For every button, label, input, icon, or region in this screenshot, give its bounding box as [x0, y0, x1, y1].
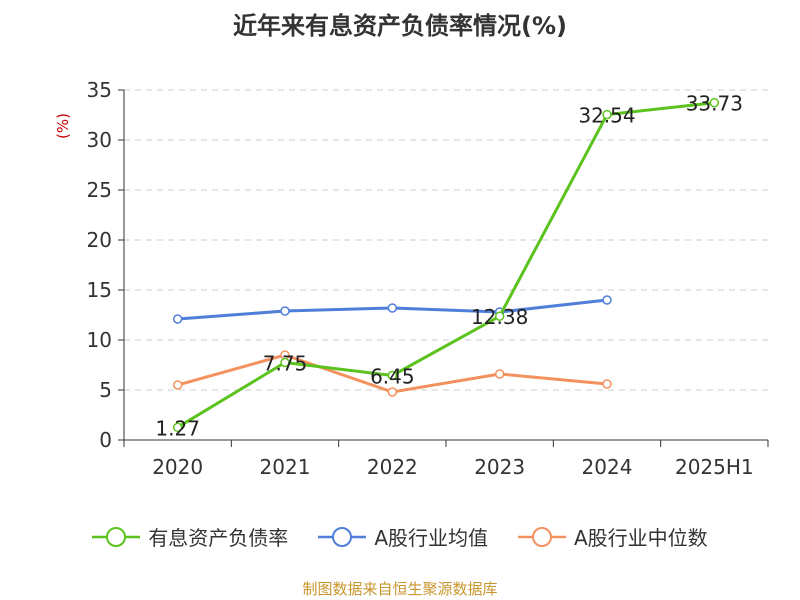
data-point	[602, 295, 612, 305]
legend-swatch-icon	[518, 526, 566, 547]
data-point	[387, 370, 398, 381]
data-point	[709, 97, 720, 108]
source-note: 制图数据来自恒生聚源数据库	[302, 580, 498, 598]
legend-label: A股行业中位数	[574, 526, 708, 550]
grid-lines	[124, 89, 768, 391]
legend-swatch-icon	[318, 526, 367, 547]
series-line	[176, 101, 715, 429]
x-tick-label: 2024	[582, 455, 633, 479]
legend-item[interactable]: A股行业中位数	[518, 522, 708, 551]
y-tick-label: 5	[99, 378, 112, 402]
y-tick-label: 20	[87, 228, 112, 252]
y-tick-label: 35	[87, 78, 112, 102]
y-tick-label: 15	[87, 278, 112, 302]
legend-label: A股行业均值	[374, 526, 488, 550]
legend-swatch-icon	[92, 526, 141, 547]
x-tick-label: 2022	[367, 455, 418, 479]
data-label: 1.27	[155, 416, 200, 440]
y-tick-label: 25	[87, 178, 112, 202]
data-point	[602, 109, 612, 120]
data-label: 12.38	[471, 305, 528, 329]
data-point	[494, 369, 505, 379]
legend-label: 有息资产负债率	[148, 526, 289, 550]
data-point	[387, 303, 398, 313]
x-tick-label: 2025H1	[675, 455, 754, 479]
x-tick-label: 2021	[260, 455, 311, 479]
data-point	[387, 387, 398, 397]
data-point	[494, 311, 505, 321]
data-point	[172, 422, 183, 433]
data-label: 6.45	[370, 365, 415, 389]
series-lines	[172, 97, 720, 433]
axes: 0 5 10 15 20 25 30 35 2020 2021 2022 2023 2024 2025H1	[87, 78, 769, 479]
y-tick-label: 10	[87, 328, 112, 352]
y-tick-label: 30	[87, 128, 112, 152]
legend: 有息资产负债率 A股行业均值 A股行业中位数	[0, 522, 800, 551]
data-point	[280, 357, 290, 368]
data-label: 7.75	[263, 352, 308, 376]
data-point	[280, 306, 290, 316]
legend-item[interactable]: 有息资产负债率	[92, 522, 288, 551]
data-label: 33.73	[686, 92, 743, 116]
data-point	[602, 379, 612, 389]
chart-title: 近年来有息资产负债率情况(%)	[233, 12, 567, 40]
data-label: 32.54	[578, 104, 635, 128]
data-point	[172, 380, 183, 390]
data-point	[172, 314, 183, 324]
x-tick-label: 2020	[152, 455, 203, 479]
legend-item[interactable]: A股行业均值	[318, 522, 488, 551]
y-tick-label: 0	[99, 428, 112, 452]
x-tick-label: 2023	[474, 455, 525, 479]
y-axis-label: (%)	[54, 113, 72, 139]
data-labels: 1.27 7.75 6.45 12.38 32.54 33.73	[155, 92, 743, 441]
